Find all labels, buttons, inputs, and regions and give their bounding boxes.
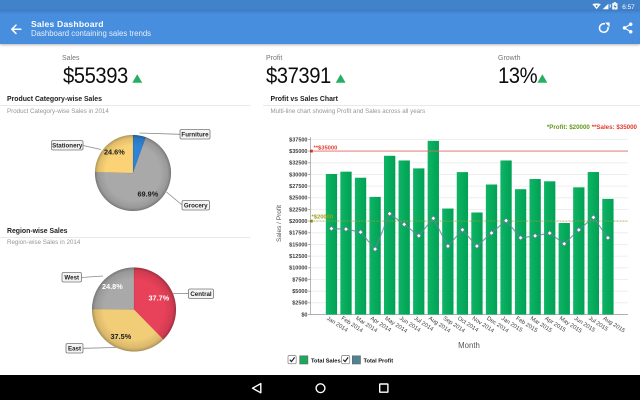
svg-text:6:57: 6:57: [622, 4, 635, 11]
svg-text:$5000: $5000: [292, 289, 307, 295]
svg-text:Grocery: Grocery: [184, 203, 208, 210]
svg-text:*$20000: *$20000: [312, 215, 334, 221]
svg-text:Total Profit: Total Profit: [364, 359, 394, 365]
svg-text:24.8%: 24.8%: [102, 282, 123, 291]
svg-text:$35000: $35000: [289, 149, 307, 155]
svg-text:$2500: $2500: [292, 301, 307, 307]
svg-text:$25000: $25000: [289, 196, 307, 202]
svg-text:$37500: $37500: [289, 137, 307, 143]
svg-text:$0: $0: [301, 312, 307, 318]
svg-text:**$35000: **$35000: [314, 146, 338, 152]
svg-text:Furniture: Furniture: [181, 132, 209, 139]
svg-text:$30000: $30000: [289, 172, 307, 178]
svg-text:$15000: $15000: [289, 242, 307, 248]
svg-text:$10000: $10000: [289, 266, 307, 272]
svg-text:$12500: $12500: [289, 254, 307, 260]
svg-text:West: West: [64, 275, 79, 282]
svg-text:Stationery: Stationery: [52, 143, 83, 150]
svg-text:Sales / Profit: Sales / Profit: [276, 205, 283, 242]
svg-text:24.6%: 24.6%: [104, 148, 125, 157]
svg-text:37.5%: 37.5%: [111, 332, 132, 341]
svg-text:37.7%: 37.7%: [149, 294, 170, 303]
svg-text:$7500: $7500: [292, 277, 307, 283]
svg-text:$22500: $22500: [289, 207, 307, 213]
svg-text:$27500: $27500: [289, 184, 307, 190]
svg-text:$32500: $32500: [289, 161, 307, 167]
svg-text:*Profit: $20000 **Sales: $350: *Profit: $20000 **Sales: $35000: [547, 124, 638, 131]
svg-text:Total Sales: Total Sales: [311, 359, 341, 365]
svg-text:69.9%: 69.9%: [138, 190, 159, 199]
svg-text:Central: Central: [190, 291, 212, 298]
svg-text:Month: Month: [458, 341, 480, 350]
svg-text:East: East: [68, 346, 81, 353]
svg-text:$17500: $17500: [289, 231, 307, 237]
svg-text:$20000: $20000: [289, 219, 307, 225]
